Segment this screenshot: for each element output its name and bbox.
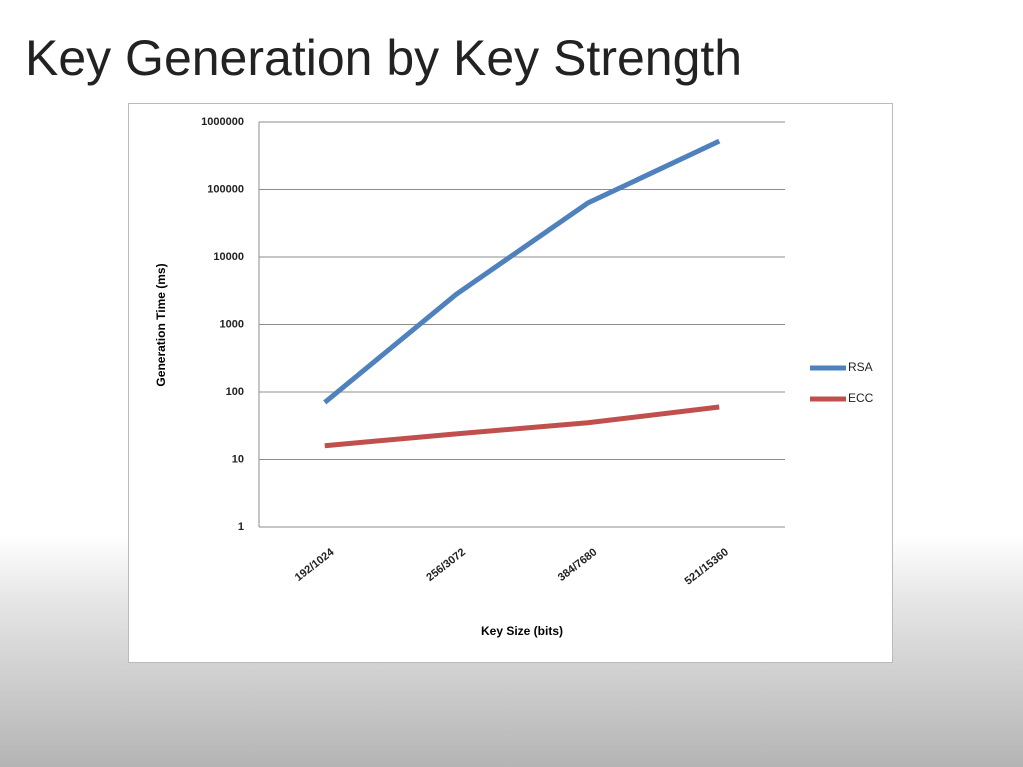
series-line [323,138,721,405]
y-axis-label: Generation Time (ms) [154,263,168,386]
y-tick-label: 10000 [213,251,244,263]
series-line [324,404,720,449]
legend-label: ECC [848,391,874,405]
y-tick-label: 10 [232,453,244,465]
legend-label: RSA [848,360,873,374]
x-axis-label: Key Size (bits) [481,624,563,638]
chart-frame [128,103,893,663]
y-tick-label: 1000 [220,318,244,330]
y-tick-label: 1 [238,521,244,533]
y-tick-label: 1000000 [201,116,244,128]
y-tick-label: 100000 [207,183,244,195]
slide-title: Key Generation by Key Strength [25,30,742,86]
y-tick-label: 100 [226,386,244,398]
